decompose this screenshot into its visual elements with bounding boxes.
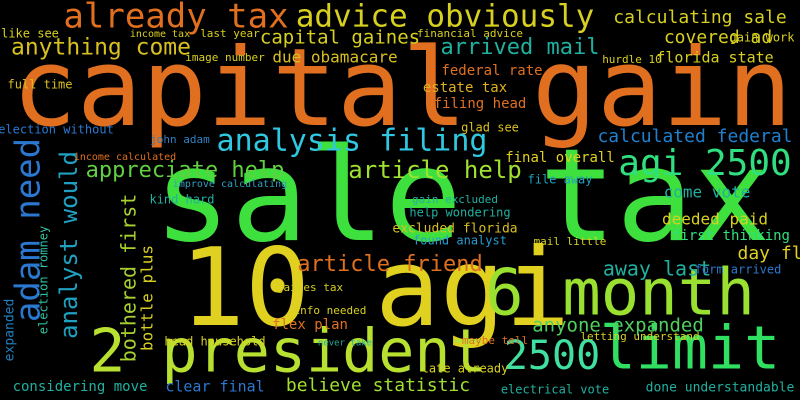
word: financial advice: [417, 27, 523, 40]
word: flex plan: [272, 317, 348, 333]
word: sale tax: [154, 122, 771, 271]
word: away last: [603, 257, 711, 281]
word: article friend: [297, 252, 482, 277]
word: income tax: [130, 29, 190, 40]
word: anything come: [11, 35, 191, 61]
word: analyst would: [55, 151, 83, 339]
word: help wondering: [409, 206, 510, 220]
word: hurdle 10: [602, 53, 662, 66]
word: first thinking: [672, 228, 790, 244]
word: like see: [1, 27, 59, 41]
word: maybe tell: [462, 334, 528, 347]
word: done understandable: [646, 381, 795, 396]
word: head household: [164, 335, 265, 349]
word: considering move: [13, 379, 148, 395]
word: income calculated: [74, 152, 176, 163]
word: found analyst: [413, 234, 507, 248]
word: calculating sale: [613, 7, 786, 28]
word: glad see: [461, 121, 519, 135]
word: capital gain: [12, 26, 792, 151]
word: anyone expanded: [532, 315, 704, 337]
word: come vote: [664, 183, 751, 202]
word: covered ad: [664, 27, 772, 48]
word: kind hard: [149, 193, 214, 207]
word: election without: [0, 123, 114, 137]
word: image number: [185, 51, 265, 64]
word: calculated federal: [597, 126, 792, 147]
word: gain work: [729, 31, 795, 45]
word: letting understand: [580, 330, 699, 343]
word: capital gaines: [260, 27, 420, 49]
word: filing head: [434, 96, 527, 112]
word: never take: [318, 339, 372, 349]
word: expanded: [3, 299, 18, 362]
word: bottle plus: [138, 245, 157, 351]
word: 2 president: [89, 317, 486, 387]
word: mail little: [534, 235, 607, 248]
word: deeded paid: [662, 210, 768, 229]
word: already tax: [63, 0, 288, 37]
word: bothered first: [117, 194, 141, 363]
word: analysis filing: [217, 124, 488, 159]
word: adam need: [9, 138, 49, 322]
word: last year: [200, 27, 260, 40]
word: believe statistic: [286, 375, 470, 396]
word: florida state: [656, 49, 773, 67]
word: 2500: [504, 333, 600, 379]
word: file away: [527, 173, 592, 187]
word: excluded florida: [392, 222, 517, 237]
word: day fl: [737, 243, 800, 264]
word: election romney: [37, 226, 51, 334]
word: advice obviously: [296, 0, 595, 35]
word: gaines tax: [277, 281, 344, 294]
word: final overall: [505, 150, 615, 166]
word: info needed: [294, 304, 367, 317]
word: clear final: [165, 378, 264, 396]
word: 10 agi: [180, 226, 570, 351]
word: arrived mail: [441, 35, 600, 60]
word: form arrived: [695, 263, 782, 277]
word: gain excluded: [412, 193, 498, 206]
word: late already: [422, 362, 509, 376]
word: estate tax: [423, 80, 507, 96]
word: due obamacare: [272, 48, 397, 67]
word: full time: [7, 78, 72, 92]
word: 6 month: [485, 257, 755, 331]
word: article help: [348, 156, 521, 184]
word: electrical vote: [501, 383, 609, 397]
word: limit: [600, 314, 781, 384]
word: john adam: [150, 133, 210, 146]
word: federal rate: [441, 63, 542, 79]
word: agi 2500: [618, 143, 791, 184]
word: improve calculating: [173, 179, 287, 190]
word: appreciate help: [86, 158, 285, 183]
